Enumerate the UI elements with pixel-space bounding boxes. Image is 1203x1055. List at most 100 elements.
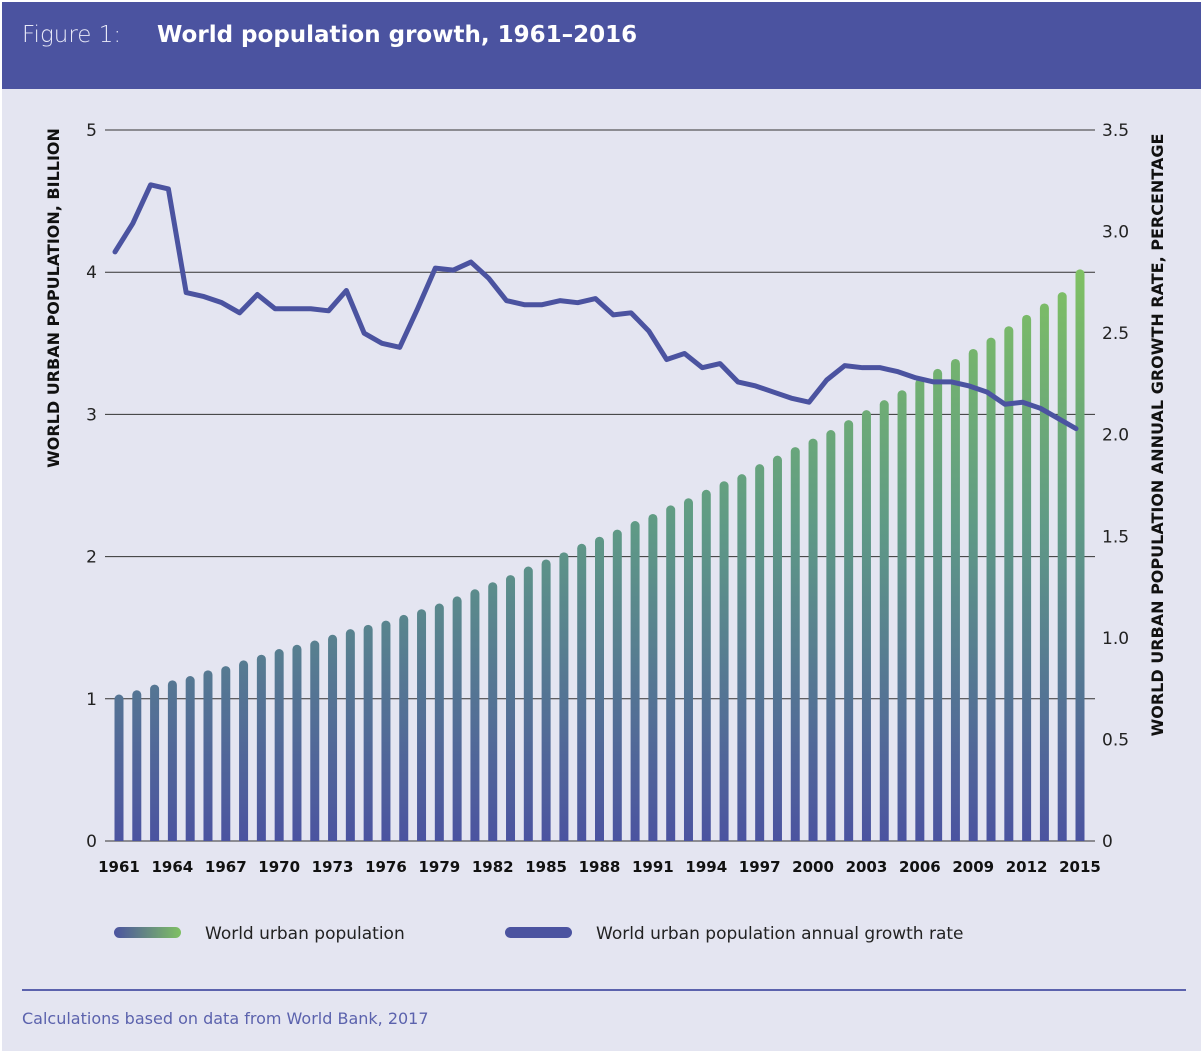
y-tick-label: 5 — [86, 121, 97, 141]
bar-2006 — [915, 378, 925, 841]
bar-1976 — [381, 620, 391, 841]
bar-1968 — [239, 660, 249, 841]
bar-2014 — [1057, 292, 1067, 841]
x-tick-label: 1979 — [418, 858, 460, 876]
bar-2015 — [1075, 269, 1085, 842]
y2-tick-label: 0.5 — [1102, 730, 1129, 750]
bar-1972 — [310, 640, 320, 841]
x-tick-label: 1970 — [258, 858, 300, 876]
bar-1967 — [221, 666, 231, 841]
bar-2013 — [1039, 303, 1049, 842]
source-note: Calculations based on data from World Ba… — [22, 1009, 429, 1028]
y2-tick-label: 2.5 — [1102, 324, 1129, 344]
bar-1994 — [701, 489, 711, 841]
x-tick-label: 2003 — [846, 858, 888, 876]
bar-1978 — [417, 609, 427, 841]
bar-1985 — [541, 559, 551, 841]
legend-label-bar: World urban population — [205, 924, 405, 944]
bar-2001 — [826, 430, 836, 841]
bar-1971 — [292, 644, 302, 841]
bar-1987 — [577, 543, 587, 841]
x-tick-label: 2006 — [899, 858, 941, 876]
bar-1983 — [506, 575, 516, 841]
bar-1989 — [612, 529, 622, 841]
x-tick-label: 1991 — [632, 858, 674, 876]
x-tick-label: 1982 — [472, 858, 514, 876]
bar-2009 — [968, 348, 978, 841]
figure-title: World population growth, 1961–2016 — [157, 22, 638, 48]
bar-2011 — [1004, 326, 1014, 842]
y-tick-label: 1 — [86, 690, 97, 710]
legend-swatch-bar — [114, 927, 181, 938]
x-tick-label: 1973 — [312, 858, 354, 876]
x-tick-label: 1964 — [152, 858, 194, 876]
bar-2005 — [897, 390, 907, 841]
x-tick-label: 2015 — [1059, 858, 1101, 876]
y2-tick-label: 3.0 — [1102, 223, 1129, 243]
bar-1999 — [790, 447, 800, 841]
bar-1984 — [523, 566, 533, 841]
y2-tick-label: 1.0 — [1102, 629, 1129, 649]
bar-1988 — [595, 536, 604, 841]
bar-2012 — [1022, 314, 1032, 841]
y2-axis-label: WORLD URBAN POPULATION ANNUAL GROWTH RAT… — [1148, 134, 1167, 737]
bar-1982 — [488, 582, 498, 841]
x-tick-label: 1967 — [205, 858, 247, 876]
bar-1964 — [167, 680, 177, 841]
x-tick-label: 1994 — [685, 858, 727, 876]
bar-1965 — [185, 676, 195, 841]
x-tick-label: 2012 — [1006, 858, 1048, 876]
x-tick-label: 1997 — [739, 858, 781, 876]
y-tick-label: 4 — [86, 263, 97, 283]
bar-1963 — [150, 684, 160, 841]
bar-1993 — [683, 498, 693, 841]
bar-1996 — [737, 474, 747, 841]
figure-label: Figure 1: — [22, 22, 122, 48]
bar-1992 — [666, 505, 676, 841]
bar-1986 — [559, 552, 569, 841]
bar-1977 — [399, 614, 409, 841]
x-tick-label: 2009 — [952, 858, 994, 876]
x-tick-label: 1961 — [98, 858, 140, 876]
bar-1974 — [345, 629, 355, 841]
bar-2002 — [844, 420, 854, 841]
legend-label-line: World urban population annual growth rat… — [596, 924, 964, 944]
bar-1991 — [648, 513, 658, 841]
bar-1980 — [452, 596, 462, 841]
x-tick-label: 2000 — [792, 858, 834, 876]
bar-1973 — [328, 634, 338, 841]
y2-tick-label: 2.0 — [1102, 426, 1129, 446]
y-tick-label: 2 — [86, 548, 97, 568]
y-axis-label: WORLD URBAN POPULATION, BILLION — [44, 128, 63, 468]
bar-1969 — [256, 654, 266, 841]
bar-1990 — [630, 521, 640, 841]
bar-1975 — [363, 624, 373, 841]
bar-1979 — [434, 603, 444, 841]
bar-2008 — [950, 358, 960, 841]
footer-divider — [22, 989, 1186, 991]
legend: World urban population World urban popul… — [114, 924, 964, 944]
bar-2010 — [986, 337, 996, 841]
bar-1995 — [719, 481, 729, 841]
bar-1998 — [772, 455, 782, 841]
x-tick-label: 1976 — [365, 858, 407, 876]
y2-tick-label: 3.5 — [1102, 121, 1129, 141]
bar-1961 — [114, 694, 124, 841]
bar-2004 — [879, 400, 889, 841]
x-tick-label: 1988 — [579, 858, 621, 876]
bar-2003 — [861, 410, 871, 841]
growth-rate-line — [112, 182, 1079, 432]
bar-2000 — [808, 438, 818, 841]
bar-1997 — [755, 464, 765, 841]
y-tick-label: 3 — [86, 405, 97, 425]
y-tick-label: 0 — [86, 832, 97, 852]
bar-1981 — [470, 589, 480, 841]
y2-tick-label: 0 — [1102, 832, 1113, 852]
bar-1966 — [203, 670, 213, 841]
bar-2007 — [933, 368, 943, 841]
legend-swatch-line — [505, 927, 572, 938]
figure-header: Figure 1: World population growth, 1961–… — [2, 2, 1201, 89]
y2-tick-label: 1.5 — [1102, 527, 1129, 547]
